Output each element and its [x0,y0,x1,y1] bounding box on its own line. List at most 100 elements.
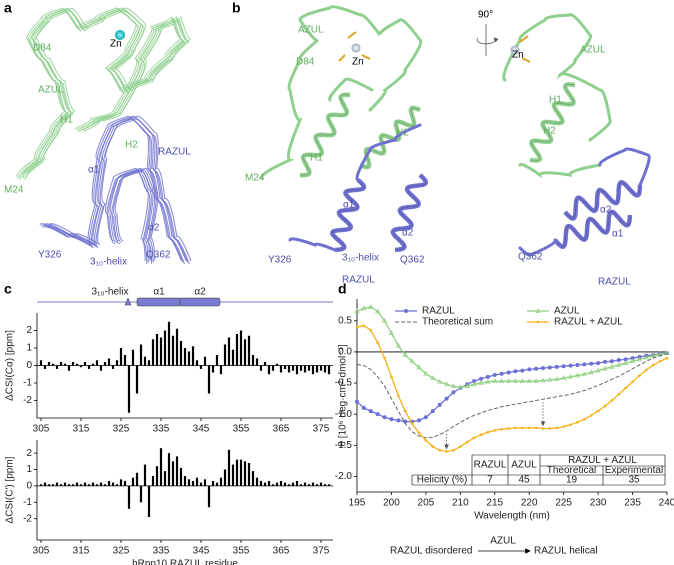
bar [111,482,115,486]
bar [287,484,291,486]
marker [623,357,628,362]
marker [382,415,387,420]
backbone-trace [19,10,185,181]
marker [596,361,601,366]
legend-label: AZUL [554,306,580,317]
marker [430,375,436,380]
backbone-trace [49,115,192,262]
bar [79,484,83,486]
x-tick-label: 220 [521,498,538,509]
bar [311,482,315,486]
marker [388,330,395,336]
marker [609,359,614,364]
bar [75,482,79,486]
marker [638,374,641,377]
structure-art [16,5,651,265]
bar [287,365,291,373]
bar [79,365,83,368]
y-tick-label: -1 [23,497,32,508]
marker [569,423,572,427]
bar [119,479,123,486]
marker [499,371,504,376]
marker [514,426,517,430]
bar [319,482,323,486]
bar [47,484,51,486]
bar [75,363,79,366]
label: Q362 [400,255,425,266]
x-tick-label: 345 [193,546,210,557]
y-tick-label: -2.0 [335,471,353,482]
bar [59,484,63,486]
x-tick-label: 345 [193,424,210,435]
backbone-trace [108,169,152,263]
marker [574,372,581,378]
bar [283,365,287,369]
marker [376,341,379,344]
bar [95,484,99,486]
marker [430,409,435,414]
bar [231,349,235,366]
marker [541,427,545,430]
bar [163,471,167,486]
marker [651,363,655,367]
label: α2 [148,223,160,234]
bar [223,344,227,366]
bar [195,360,199,366]
ss-label: 3₁₀-helix [92,287,129,298]
bar [283,482,287,486]
marker [479,376,483,381]
marker [520,368,525,373]
bar [175,328,179,366]
label: 3₁₀-helix [90,257,127,268]
marker [623,360,629,365]
helix-a1 [136,297,182,307]
bar [295,480,299,486]
x-tick-label: 200 [383,498,400,509]
helix-edge [299,94,351,176]
zn-ion [351,43,361,53]
x-tick-label: 335 [153,546,170,557]
bar [323,365,327,373]
marker [602,365,608,371]
label: RAZUL [158,147,191,158]
zn-ligand [519,35,531,63]
table-bg [412,475,665,485]
bar [171,335,175,366]
axis [36,313,333,419]
marker [527,367,532,372]
marker [595,367,601,373]
bar [215,482,219,486]
bar [183,476,187,486]
table-header: RAZUL [474,460,507,471]
backbone-trace [109,167,154,262]
bar [55,365,59,369]
marker [416,364,422,370]
marker [375,412,380,417]
bar [99,365,103,371]
bar [307,365,311,371]
bar [267,480,271,486]
backbone-trace [518,238,557,257]
marker [567,373,574,379]
helix-a2 [179,297,221,307]
x-tick-label: 240 [659,498,674,509]
marker [443,381,450,387]
label: α1 [612,229,624,240]
x-tick-label: 235 [624,498,641,509]
y-tick-label: -2 [23,513,32,524]
label: D84 [33,43,52,54]
series-line [356,352,668,423]
bar [175,456,179,486]
label: Y326 [268,255,292,266]
bar [195,477,199,486]
marker [451,390,456,395]
marker [471,381,477,387]
bar [259,480,263,486]
marker [355,399,359,404]
bar [43,482,47,486]
marker [561,364,566,369]
rotation-arrow [476,37,499,45]
marker [521,426,524,430]
marker [465,440,469,444]
bar [235,459,239,486]
